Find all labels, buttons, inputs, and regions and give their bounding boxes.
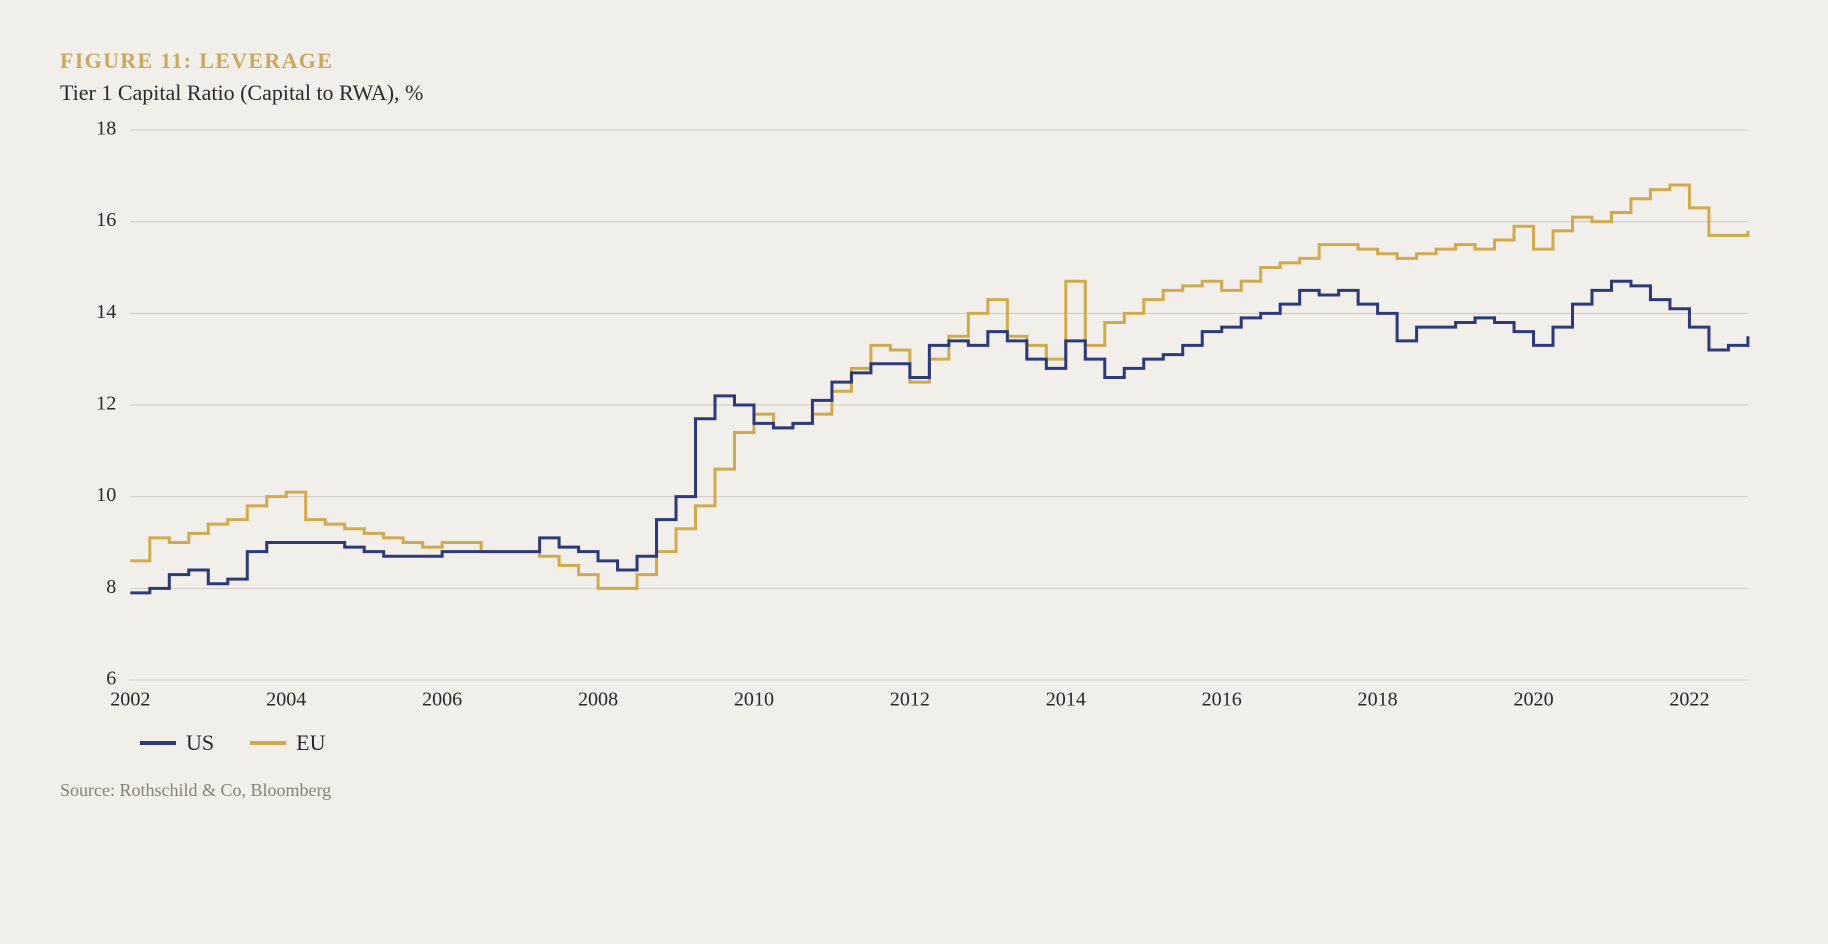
svg-text:2022: 2022: [1669, 689, 1709, 711]
svg-text:2004: 2004: [266, 689, 306, 711]
svg-text:2002: 2002: [110, 689, 150, 711]
svg-text:2014: 2014: [1046, 689, 1086, 711]
svg-text:2012: 2012: [890, 689, 930, 711]
svg-text:2006: 2006: [422, 689, 462, 711]
svg-text:2008: 2008: [578, 689, 618, 711]
line-chart: 6 8 10 12 14 16 18 2002 2004 2006 2008 2010 2012 2014…: [60, 120, 1768, 720]
chart-subtitle: Tier 1 Capital Ratio (Capital to RWA), %: [60, 80, 1768, 106]
chart-source: Source: Rothschild & Co, Bloomberg: [60, 780, 1768, 801]
svg-text:2010: 2010: [734, 689, 774, 711]
svg-text:2018: 2018: [1358, 689, 1398, 711]
chart-svg: 6 8 10 12 14 16 18 2002 2004 2006 2008 2010 2012 2014…: [60, 120, 1768, 720]
svg-text:16: 16: [96, 209, 116, 231]
legend-swatch-us: [140, 741, 176, 745]
svg-text:2016: 2016: [1202, 689, 1242, 711]
legend-label-us: US: [186, 730, 214, 756]
legend-swatch-eu: [250, 741, 286, 745]
svg-text:8: 8: [106, 576, 116, 598]
legend-item-eu: EU: [250, 730, 325, 756]
svg-text:10: 10: [96, 484, 116, 506]
legend-label-eu: EU: [296, 730, 325, 756]
legend-item-us: US: [140, 730, 214, 756]
chart-legend: US EU: [140, 730, 1768, 756]
svg-text:18: 18: [96, 120, 116, 140]
figure-label: FIGURE 11: LEVERAGE: [60, 48, 1768, 74]
svg-text:6: 6: [106, 668, 116, 690]
svg-text:14: 14: [96, 301, 116, 323]
svg-text:2020: 2020: [1513, 689, 1553, 711]
svg-text:12: 12: [96, 393, 116, 415]
